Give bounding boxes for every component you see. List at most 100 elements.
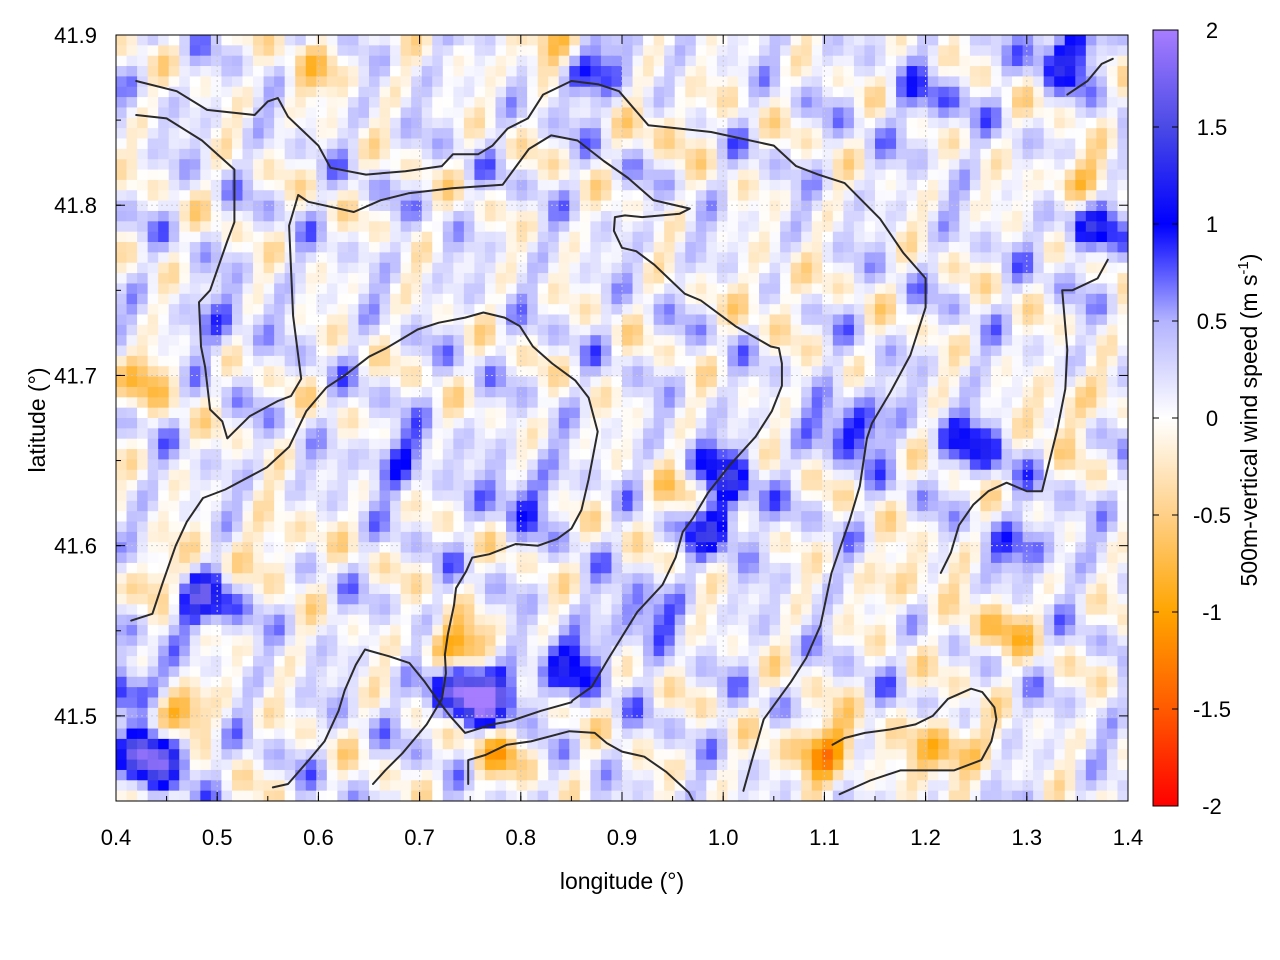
heatmap-cell	[875, 231, 887, 243]
heatmap-cell	[137, 386, 149, 398]
heatmap-cell	[516, 210, 528, 222]
heatmap-cell	[537, 66, 549, 77]
heatmap-cell	[242, 531, 254, 543]
heatmap-cell	[864, 304, 876, 316]
heatmap-cell	[274, 76, 286, 88]
heatmap-cell	[347, 314, 360, 326]
heatmap-cell	[221, 231, 233, 243]
heatmap-cell	[969, 273, 982, 285]
heatmap-cell	[622, 169, 634, 181]
heatmap-cell	[1022, 521, 1034, 533]
heatmap-cell	[1043, 407, 1055, 419]
heatmap-cell	[1096, 438, 1108, 450]
heatmap-cell	[643, 355, 655, 367]
heatmap-cell	[811, 221, 823, 233]
heatmap-cell	[137, 480, 149, 492]
heatmap-cell	[853, 552, 866, 564]
heatmap-cell	[896, 117, 908, 129]
heatmap-cell	[611, 55, 623, 67]
heatmap-cell	[600, 138, 613, 150]
heatmap-cell	[253, 355, 265, 367]
heatmap-cell	[927, 521, 939, 533]
heatmap-cell	[1022, 169, 1034, 181]
heatmap-cell	[326, 107, 338, 119]
heatmap-cell	[822, 500, 834, 512]
heatmap-cell	[938, 366, 950, 378]
heatmap-cell	[337, 76, 349, 88]
heatmap-cell	[189, 179, 201, 191]
heatmap-cell	[748, 490, 760, 502]
heatmap-cell	[959, 428, 971, 440]
heatmap-cell	[474, 221, 486, 233]
heatmap-cell	[843, 97, 855, 109]
heatmap-cell	[674, 552, 686, 564]
heatmap-cell	[1054, 376, 1066, 388]
heatmap-cell	[748, 511, 760, 523]
heatmap-cell	[1106, 221, 1119, 233]
heatmap-cell	[411, 107, 423, 119]
heatmap-cell	[727, 397, 739, 409]
heatmap-cell	[727, 490, 739, 502]
heatmap-cell	[506, 107, 518, 119]
heatmap-cell	[969, 293, 982, 305]
heatmap-cell	[569, 511, 581, 523]
heatmap-cell	[1085, 324, 1097, 336]
heatmap-cell	[1033, 76, 1045, 88]
heatmap-cell	[622, 148, 634, 160]
heatmap-cell	[432, 304, 444, 316]
heatmap-cell	[326, 386, 338, 398]
heatmap-cell	[158, 107, 170, 119]
heatmap-cell	[875, 407, 887, 419]
heatmap-cell	[600, 55, 613, 67]
heatmap-cell	[558, 252, 570, 264]
heatmap-cell	[896, 562, 908, 574]
heatmap-cell	[611, 335, 623, 347]
heatmap-cell	[305, 469, 317, 481]
heatmap-cell	[527, 428, 539, 440]
heatmap-cell	[927, 242, 939, 253]
heatmap-cell	[179, 345, 191, 357]
heatmap-cell	[1054, 335, 1066, 347]
heatmap-cell	[1064, 418, 1076, 429]
heatmap-cell	[548, 221, 560, 233]
heatmap-cell	[527, 376, 539, 388]
heatmap-cell	[896, 469, 908, 481]
heatmap-cell	[948, 428, 960, 440]
heatmap-cell	[780, 386, 792, 398]
heatmap-cell	[959, 107, 971, 119]
heatmap-cell	[1012, 117, 1024, 129]
heatmap-cell	[527, 107, 539, 119]
heatmap-cell	[885, 221, 897, 233]
heatmap-cell	[748, 35, 760, 46]
heatmap-cell	[137, 148, 149, 160]
heatmap-cell	[495, 345, 507, 357]
heatmap-cell	[632, 418, 644, 429]
heatmap-cell	[168, 293, 180, 305]
heatmap-cell	[231, 511, 244, 523]
heatmap-cell	[1085, 531, 1097, 543]
heatmap-cell	[179, 335, 191, 347]
heatmap-cell	[579, 107, 591, 119]
heatmap-cell	[906, 324, 918, 336]
heatmap-cell	[579, 242, 591, 253]
heatmap-cell	[527, 500, 539, 512]
heatmap-cell	[411, 552, 423, 564]
heatmap-cell	[1001, 428, 1013, 440]
heatmap-cell	[231, 480, 244, 492]
heatmap-cell	[853, 179, 866, 191]
heatmap-cell	[1106, 459, 1119, 471]
heatmap-cell	[242, 521, 254, 533]
heatmap-cell	[790, 262, 802, 274]
heatmap-cell	[284, 210, 296, 222]
heatmap-cell	[1075, 210, 1087, 222]
heatmap-cell	[990, 190, 1003, 202]
heatmap-cell	[147, 252, 159, 264]
heatmap-cell	[801, 418, 813, 429]
heatmap-cell	[1075, 480, 1087, 492]
heatmap-cell	[116, 490, 128, 502]
heatmap-cell	[253, 45, 265, 57]
heatmap-cell	[1043, 55, 1055, 67]
heatmap-cell	[506, 397, 518, 409]
heatmap-cell	[400, 66, 412, 77]
heatmap-cell	[506, 552, 518, 564]
